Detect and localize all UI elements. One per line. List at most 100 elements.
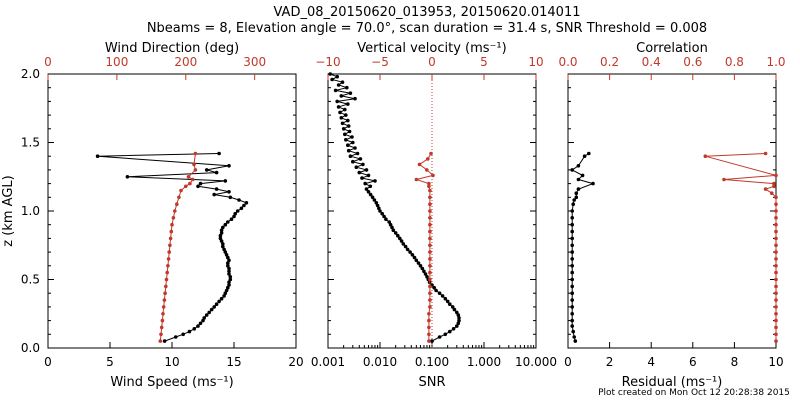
series-point (196, 184, 200, 189)
series-point (187, 329, 192, 334)
x-tick-label: 0.001 (311, 355, 345, 369)
series-point (451, 327, 456, 331)
top-tick-label: 0 (428, 55, 436, 69)
series-point (428, 222, 432, 227)
series-point (95, 154, 100, 158)
series-point (227, 266, 231, 271)
series-point (427, 184, 431, 189)
series-point (570, 305, 574, 309)
series-point (387, 220, 392, 224)
series-point (348, 154, 353, 158)
series-point (340, 121, 345, 126)
series-point (228, 277, 233, 282)
series-point (391, 228, 396, 232)
series-point (428, 257, 432, 261)
series-point (430, 339, 434, 343)
series-line-0 (571, 153, 595, 342)
figure-title-line1: VAD_08_20150620_013953, 20150620.014011 (274, 5, 581, 20)
series-point (401, 242, 406, 246)
top-tick-label: 0.6 (683, 55, 702, 69)
series-point (227, 280, 231, 285)
series-point (571, 329, 575, 334)
series-point (348, 91, 353, 95)
series-point (227, 258, 231, 263)
series-point (368, 192, 373, 197)
series-point (162, 339, 167, 343)
series-point (374, 201, 379, 205)
series-point (576, 187, 581, 191)
series-point (354, 165, 359, 169)
x-tick-label: 6 (689, 355, 697, 369)
series-point (772, 181, 776, 186)
series-point (204, 313, 209, 317)
series-point (361, 162, 365, 167)
series-point (774, 195, 778, 200)
series-point (427, 325, 431, 330)
series-point (378, 209, 382, 213)
series-point (223, 179, 228, 183)
series-point (175, 202, 179, 206)
series-point (227, 272, 231, 276)
series-point (188, 181, 192, 186)
series-point (364, 168, 369, 172)
series-point (351, 159, 355, 164)
series-point (448, 302, 452, 307)
series-point (570, 236, 574, 241)
top-tick-label: −10 (315, 55, 340, 69)
series-point (388, 222, 393, 227)
series-point (224, 253, 229, 257)
series-point (570, 257, 574, 261)
top-tick-label: 10 (528, 55, 543, 69)
series-point (774, 284, 778, 289)
series-point (223, 250, 228, 254)
series-point (184, 184, 188, 189)
series-point (328, 72, 333, 76)
series-point (212, 305, 216, 309)
series-point (456, 321, 461, 326)
series-point (339, 94, 344, 98)
series-point (437, 335, 442, 339)
x-tick-label: 2 (606, 355, 614, 369)
x-tick-label: 4 (647, 355, 655, 369)
series-point (228, 195, 233, 200)
series-point (423, 272, 428, 276)
series-point (223, 222, 228, 227)
series-point (443, 332, 448, 337)
series-point (244, 201, 249, 205)
series-point (338, 110, 342, 115)
series-point (420, 266, 425, 271)
top-tick-label: 5 (480, 55, 488, 69)
series-point (351, 140, 355, 145)
series-point (169, 229, 174, 234)
series-point (428, 243, 432, 248)
series-point (222, 294, 226, 298)
series-point (161, 312, 165, 316)
series-point (221, 242, 225, 246)
series-point (166, 257, 171, 261)
series-point (232, 214, 236, 219)
series-point (427, 339, 431, 343)
figure-title-line2: Nbeams = 8, Elevation angle = 70.0°, sca… (147, 21, 707, 36)
series-point (336, 83, 341, 87)
series-point (173, 209, 177, 213)
top-axis-label: Correlation (636, 41, 708, 56)
top-tick-label: −5 (371, 55, 389, 69)
series-point (774, 216, 778, 220)
series-point (774, 264, 778, 268)
series-line-1 (414, 153, 435, 342)
series-point (364, 187, 369, 191)
series-point (396, 233, 400, 238)
series-point (570, 229, 574, 234)
top-tick-label: 0.0 (558, 55, 577, 69)
series-point (168, 243, 172, 248)
series-point (429, 151, 433, 156)
series-point (340, 80, 345, 84)
series-point (774, 209, 778, 213)
series-point (580, 173, 585, 178)
x-tick-label: 0.010 (363, 355, 397, 369)
series-point (179, 188, 183, 193)
series-point (570, 324, 574, 328)
series-point (346, 102, 350, 106)
series-point (209, 307, 214, 312)
